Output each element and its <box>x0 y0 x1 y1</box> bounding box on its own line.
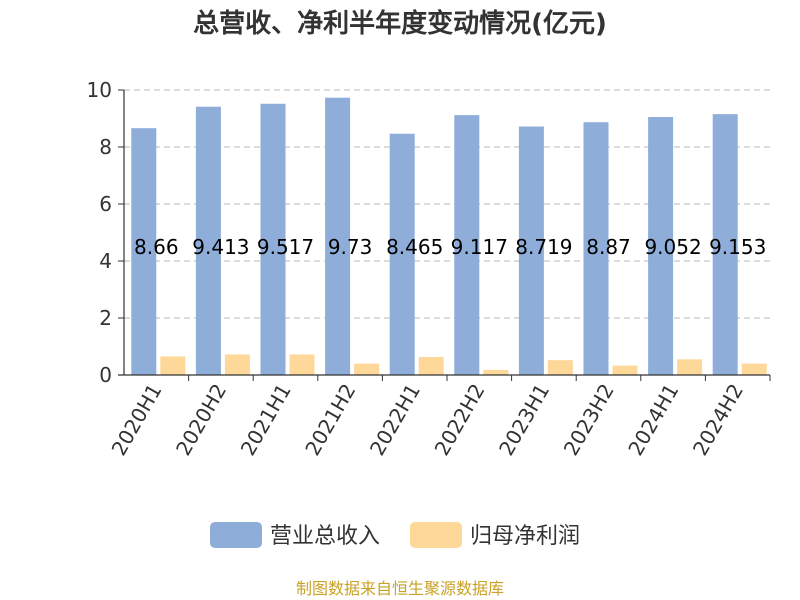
net-profit-bar[interactable] <box>677 359 703 375</box>
legend-label-revenue: 营业总收入 <box>270 524 380 549</box>
net-profit-bar[interactable] <box>224 354 250 375</box>
legend-item-revenue[interactable]: 营业总收入 <box>210 522 380 549</box>
revenue-bar[interactable] <box>454 115 480 375</box>
net-profit-bar[interactable] <box>418 357 444 375</box>
revenue-bar[interactable] <box>518 126 544 375</box>
x-axis: 2020H1 2020H2 2021H1 2021H2 2022H1 2022H2 2023… <box>107 374 771 460</box>
x-tick-label: 2024H2 <box>688 380 748 460</box>
y-tick-label: 0 <box>99 363 112 387</box>
x-tick-label: 2023H2 <box>559 380 619 460</box>
net-profit-bar[interactable] <box>483 369 509 375</box>
revenue-data-label: 9.73 <box>328 235 373 259</box>
legend-swatch-revenue <box>210 522 262 548</box>
revenue-bar[interactable] <box>583 122 609 375</box>
revenue-bar[interactable] <box>195 106 221 376</box>
x-tick-label: 2022H1 <box>365 380 425 460</box>
revenue-data-label: 8.87 <box>586 235 631 259</box>
net-profit-bar[interactable] <box>547 360 573 375</box>
revenue-bar[interactable] <box>648 117 674 375</box>
revenue-bar[interactable] <box>325 97 351 375</box>
net-profit-bar[interactable] <box>354 363 380 375</box>
chart-title: 总营收、净利半年度变动情况(亿元) <box>193 8 607 39</box>
x-tick-label: 2020H1 <box>107 380 167 460</box>
legend-item-net-profit[interactable]: 归母净利润 <box>410 522 580 549</box>
revenue-bar[interactable] <box>131 128 157 375</box>
y-tick-label: 8 <box>99 135 112 159</box>
grid-lines <box>124 89 770 319</box>
revenue-bar[interactable] <box>260 103 286 375</box>
revenue-data-label: 8.719 <box>515 235 572 259</box>
y-axis: 0 2 4 6 8 10 <box>87 78 125 387</box>
revenue-data-label: 9.153 <box>709 235 766 259</box>
y-tick-label: 6 <box>99 192 112 216</box>
x-tick-label: 2020H2 <box>171 380 231 460</box>
x-tick-label: 2021H1 <box>236 380 296 460</box>
y-tick-label: 4 <box>99 249 112 273</box>
x-tick-label: 2022H2 <box>430 380 490 460</box>
net-profit-bar[interactable] <box>289 354 315 375</box>
x-tick-label: 2021H2 <box>300 380 360 460</box>
legend: 营业总收入 归母净利润 <box>210 522 580 549</box>
revenue-data-label: 8.465 <box>386 235 443 259</box>
net-profit-bar[interactable] <box>741 363 767 375</box>
legend-label-net-profit: 归母净利润 <box>470 524 580 549</box>
data-labels: 8.66 9.413 9.517 9.73 8.465 9.117 8.719 8.87 9.0… <box>134 235 766 259</box>
revenue-bar[interactable] <box>712 114 738 376</box>
revenue-bar[interactable] <box>389 133 415 375</box>
x-tick-label: 2024H1 <box>623 380 683 460</box>
net-profit-bar[interactable] <box>612 365 638 375</box>
y-tick-label: 10 <box>87 78 112 102</box>
revenue-data-label: 9.117 <box>451 235 508 259</box>
revenue-data-label: 8.66 <box>134 235 179 259</box>
source-note: 制图数据来自恒生聚源数据库 <box>296 579 504 598</box>
revenue-data-label: 9.413 <box>192 235 249 259</box>
x-tick-label: 2023H1 <box>494 380 554 460</box>
legend-swatch-net-profit <box>410 522 462 548</box>
revenue-data-label: 9.052 <box>644 235 701 259</box>
revenue-data-label: 9.517 <box>257 235 314 259</box>
bars <box>131 97 767 376</box>
net-profit-bar[interactable] <box>160 356 186 375</box>
y-tick-label: 2 <box>99 306 112 330</box>
